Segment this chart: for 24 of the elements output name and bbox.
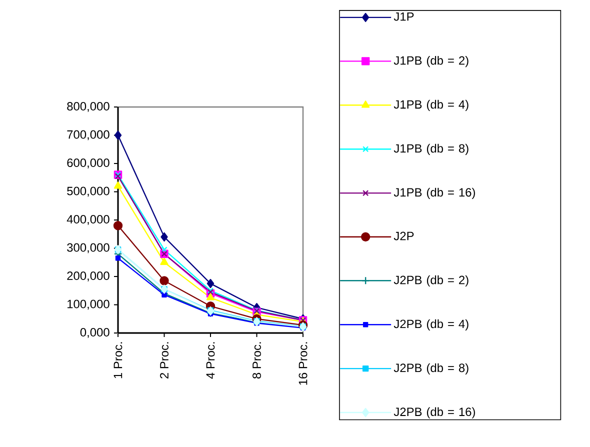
y-tick-label: 100,000: [68, 300, 110, 310]
x-tick-label: 2 Proc.: [160, 342, 168, 378]
x-tick-label: 4 Proc.: [206, 342, 215, 379]
y-tick-label: 600,000: [67, 158, 110, 168]
x-tick-label: 16 Proc.: [298, 342, 308, 385]
y-tick-label: 0,000: [80, 328, 110, 338]
legend-label: J2PB (db = 8): [394, 363, 468, 374]
legend-label: J1PB (db = 2): [394, 56, 468, 68]
y-tick-label: 800,000: [67, 102, 110, 112]
legend-label: J1PB (db = 8): [394, 144, 468, 155]
y-tick-label: 300,000: [67, 243, 110, 254]
y-tick-label: 400,000: [66, 215, 110, 225]
y-tick-label: 700,000: [67, 130, 110, 140]
x-tick-label: 1 Proc.: [114, 342, 122, 378]
legend-label: J2PB (db = 16): [394, 407, 475, 418]
x-tick-label: 8 Proc.: [252, 342, 261, 379]
legend-label: J2P: [394, 232, 414, 240]
y-tick-label: 500,000: [67, 186, 110, 197]
legend-label: J1PB (db = 4): [394, 100, 468, 112]
legend-label: J2PB (db = 2): [394, 275, 468, 287]
legend-label: J2PB (db = 4): [394, 319, 468, 331]
y-tick-label: 200,000: [67, 272, 110, 282]
legend-label: J1P: [394, 12, 414, 21]
legend-label: J1PB (db = 16): [394, 188, 475, 199]
